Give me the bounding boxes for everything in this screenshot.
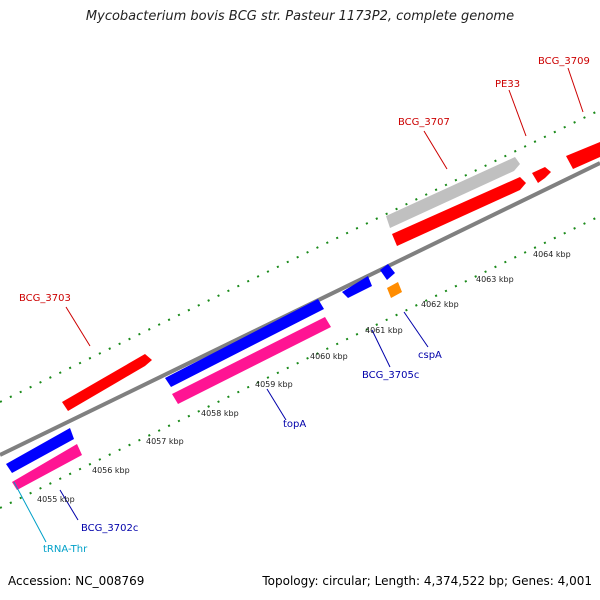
feature-label-bcg-3707[interactable]: BCG_3707	[398, 117, 450, 128]
rna-bcg-3702c[interactable]	[12, 444, 82, 490]
outer-tick-track	[0, 109, 600, 403]
label-leaders	[13, 67, 584, 543]
feature-label-trna-thr[interactable]: tRNA-Thr	[43, 544, 88, 555]
inner-tick-track	[0, 215, 600, 509]
feature-label-cspa[interactable]: cspA	[418, 350, 442, 361]
feature-label-topa[interactable]: topA	[283, 419, 306, 430]
scale-label: 4055 kbp	[37, 495, 75, 504]
gene-bcg-3703[interactable]	[62, 354, 152, 411]
gene-pe33[interactable]	[532, 167, 551, 183]
scale-label: 4060 kbp	[310, 352, 348, 361]
page-title: Mycobacterium bovis BCG str. Pasteur 117…	[85, 9, 515, 24]
scale-label: 4059 kbp	[255, 380, 293, 389]
genome-summary: Topology: circular; Length: 4,374,522 bp…	[262, 574, 592, 588]
scale-label: 4062 kbp	[421, 300, 459, 309]
gene-bcg-3707[interactable]	[392, 177, 526, 246]
scale-label: 4061 kbp	[365, 326, 403, 335]
feature-label-bcg-3703[interactable]: BCG_3703	[19, 293, 71, 304]
feature-label-bcg-3705c[interactable]: BCG_3705c	[362, 370, 419, 381]
feature-labels: BCG_3709 PE33 BCG_3707 BCG_3703 cspA BCG…	[19, 56, 590, 555]
gene-topa[interactable]	[165, 299, 324, 387]
scale-label: 4057 kbp	[146, 437, 184, 446]
pseudogene-bar[interactable]	[386, 157, 520, 228]
scale-label: 4064 kbp	[533, 250, 571, 259]
feature-label-bcg-3702c[interactable]: BCG_3702c	[81, 523, 138, 534]
trna-orange[interactable]	[387, 282, 402, 298]
gene-bcg-3702c[interactable]	[6, 428, 74, 473]
feature-label-bcg-3709[interactable]: BCG_3709	[538, 56, 590, 67]
feature-label-pe33[interactable]: PE33	[495, 79, 520, 90]
gene-bcg-3709[interactable]	[566, 142, 600, 169]
scale-label: 4058 kbp	[201, 409, 239, 418]
gene-cspa[interactable]	[380, 264, 395, 280]
rna-topa[interactable]	[172, 317, 331, 404]
accession-text: Accession: NC_008769	[8, 574, 145, 588]
scale-labels: 4055 kbp 4056 kbp 4057 kbp 4058 kbp 4059…	[37, 250, 571, 504]
scale-label: 4056 kbp	[92, 466, 130, 475]
scale-label: 4063 kbp	[476, 275, 514, 284]
gene-bcg-3705c[interactable]	[342, 276, 372, 298]
